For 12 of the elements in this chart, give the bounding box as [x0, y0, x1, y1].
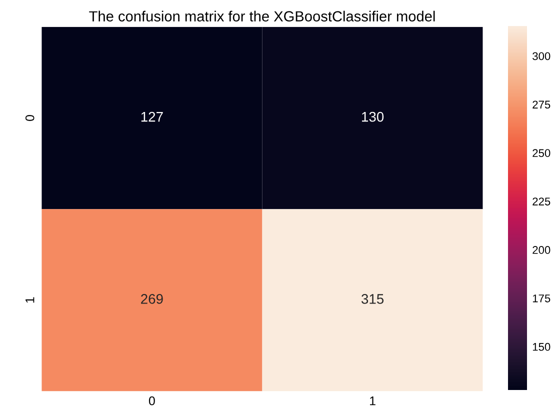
data-label: 269 — [141, 294, 163, 304]
data-label: 315 — [361, 294, 384, 304]
color-bar-label: 150 — [532, 342, 550, 351]
color-bar-label: 250 — [532, 149, 550, 158]
color-bar-label: 175 — [532, 294, 550, 302]
color-bar-label: 225 — [532, 198, 550, 206]
chart-title: The confusion matrix for the XGBoostClassifier model — [89, 10, 435, 22]
data-label: 130 — [362, 112, 384, 122]
color-bar-label: 200 — [532, 246, 550, 254]
color-bar-label: 275 — [532, 100, 550, 109]
color-bar-label: 300 — [532, 52, 550, 60]
data-label: 127 — [141, 112, 163, 122]
